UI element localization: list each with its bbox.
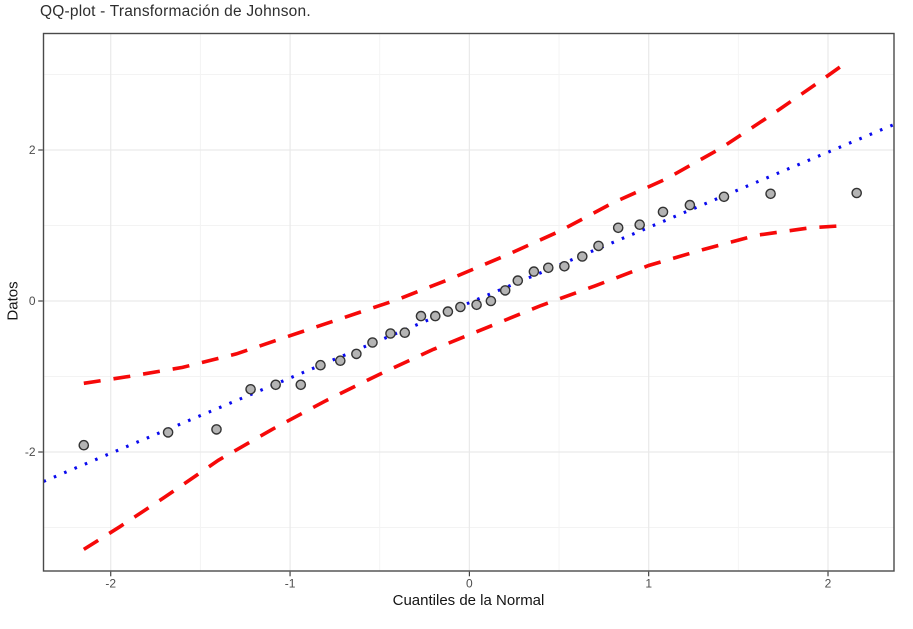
data-point <box>270 379 282 391</box>
panel-border <box>42 32 895 572</box>
data-point <box>315 359 326 371</box>
data-point <box>162 427 174 438</box>
data-point <box>543 262 554 274</box>
data-point <box>442 306 454 317</box>
data-point <box>512 275 524 286</box>
x-tick-label: 0 <box>466 577 473 591</box>
data-point <box>612 222 624 234</box>
data-point <box>684 199 696 211</box>
data-point <box>399 327 411 339</box>
data-point <box>429 310 441 322</box>
data-point <box>211 424 222 435</box>
data-point <box>634 219 646 230</box>
data-point <box>657 206 669 218</box>
x-tick-label: -1 <box>285 577 296 591</box>
series-banda-confianza-inferior <box>82 223 847 551</box>
grid-major <box>43 33 894 571</box>
data-point <box>499 285 511 296</box>
data-point <box>559 260 570 272</box>
chart-title: QQ-plot - Transformación de Johnson. <box>40 3 311 20</box>
data-point <box>78 439 90 451</box>
x-axis-ticks: -2 -1 0 1 2 <box>105 571 832 591</box>
data-point <box>528 266 540 277</box>
data-point <box>455 301 466 313</box>
data-point <box>245 383 256 395</box>
data-point <box>718 191 730 203</box>
banda-confianza-superior-line <box>83 58 851 386</box>
series-datos <box>78 187 863 451</box>
x-tick-label: -2 <box>105 577 116 591</box>
data-point <box>415 310 427 322</box>
data-point <box>295 379 307 391</box>
x-tick-label: 2 <box>825 577 832 591</box>
grid-minor <box>43 33 894 571</box>
banda-confianza-inferior-line <box>82 223 847 551</box>
y-tick-label: 0 <box>29 294 36 308</box>
data-point <box>471 299 482 311</box>
y-axis-ticks: -2 0 2 <box>25 143 43 459</box>
data-point <box>851 187 863 199</box>
data-point <box>334 355 346 367</box>
data-point <box>593 240 604 252</box>
linea-referencia-line <box>42 122 895 483</box>
series-linea-referencia <box>42 122 895 483</box>
series-banda-confianza-superior <box>83 58 851 386</box>
data-point <box>351 348 362 360</box>
data-point <box>765 188 776 200</box>
data-point <box>485 295 497 307</box>
y-tick-label: -2 <box>25 445 36 459</box>
data-point <box>385 328 396 339</box>
y-tick-label: 2 <box>29 143 36 157</box>
x-axis-title: Cuantiles de la Normal <box>392 592 545 609</box>
data-point <box>577 251 588 262</box>
data-point <box>367 337 378 348</box>
x-tick-label: 1 <box>645 577 652 591</box>
